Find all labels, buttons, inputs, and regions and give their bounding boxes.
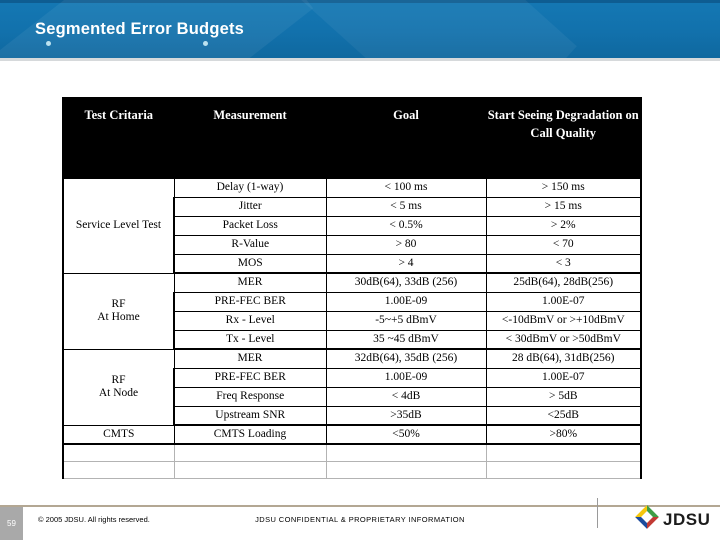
measurement-cell: Freq Response [173, 386, 327, 407]
degradation-cell: <25dB [485, 405, 642, 426]
page-title: Segmented Error Budgets [35, 20, 245, 38]
col-header-measurement: Measurement [173, 97, 327, 179]
goal-cell: 35 ~45 dBmV [325, 329, 487, 350]
goal-cell: -5~+5 dBmV [325, 310, 487, 331]
goal-cell: 1.00E-09 [325, 367, 487, 388]
measurement-cell: Tx - Level [173, 329, 327, 350]
goal-cell: > 4 [325, 253, 487, 274]
table-row: R-Value > 80 < 70 [63, 234, 642, 255]
header-top-strip [0, 0, 720, 3]
measurement-cell: CMTS Loading [173, 424, 327, 445]
measurement-cell: Delay (1-way) [173, 177, 327, 198]
measurement-cell: Rx - Level [173, 310, 327, 331]
decorative-dot [46, 41, 51, 46]
degradation-cell: >80% [485, 424, 642, 445]
degradation-cell: < 3 [485, 253, 642, 274]
jdsu-logo: JDSU [634, 504, 710, 535]
col-header-degradation: Start Seeing Degradation on Call Quality [485, 97, 642, 179]
header-watermark-shape [283, 0, 577, 58]
degradation-cell: < 70 [485, 234, 642, 255]
table-row: MOS > 4 < 3 [63, 253, 642, 274]
degradation-cell: <-10dBmV or >+10dBmV [485, 310, 642, 331]
goal-cell: 32dB(64), 35dB (256) [325, 348, 487, 369]
table-row: Freq Response < 4dB > 5dB [63, 386, 642, 407]
goal-cell: < 0.5% [325, 215, 487, 236]
jdsu-diamond-icon [634, 504, 660, 535]
empty-cell [173, 460, 327, 479]
degradation-cell: 28 dB(64), 31dB(256) [485, 348, 642, 369]
col-header-test-criteria: Test Critaria [62, 97, 175, 179]
header-divider-strip [0, 58, 720, 61]
degradation-cell: > 15 ms [485, 196, 642, 217]
criteria-service-level-test: Service Level Test [62, 177, 175, 274]
table-row: Upstream SNR >35dB <25dB [63, 405, 642, 426]
degradation-cell: 25dB(64), 28dB(256) [485, 272, 642, 293]
degradation-cell: < 30dBmV or >50dBmV [485, 329, 642, 350]
goal-cell: >35dB [325, 405, 487, 426]
empty-cell [485, 443, 642, 462]
empty-cell [325, 460, 487, 479]
empty-cell [173, 443, 327, 462]
empty-row [62, 443, 642, 462]
measurement-cell: R-Value [173, 234, 327, 255]
footer-divider-line [0, 505, 720, 507]
error-budget-table: Test Critaria Measurement Goal Start See… [62, 97, 642, 479]
jdsu-logo-text: JDSU [663, 509, 711, 529]
table-row: Jitter < 5 ms > 15 ms [63, 196, 642, 217]
degradation-cell: > 2% [485, 215, 642, 236]
page-number: 59 [7, 519, 16, 528]
measurement-cell: MOS [173, 253, 327, 274]
degradation-cell: > 150 ms [485, 177, 642, 198]
footer-vertical-divider [597, 498, 598, 528]
measurement-cell: MER [173, 348, 327, 369]
table-row: RF At Node MER 32dB(64), 35dB (256) 28 d… [62, 348, 642, 426]
empty-row [62, 460, 642, 479]
criteria-rf-at-node: RF At Node [62, 348, 175, 426]
measurement-cell: PRE-FEC BER [173, 367, 327, 388]
slide-header-bar [0, 0, 720, 58]
measurement-cell: MER [173, 272, 327, 293]
table-row: RF At Home MER 30dB(64), 33dB (256) 25dB… [62, 272, 642, 350]
degradation-cell: 1.00E-07 [485, 291, 642, 312]
goal-cell: < 5 ms [325, 196, 487, 217]
table-row: Service Level Test Delay (1-way) < 100 m… [62, 177, 642, 274]
table-header-row: Test Critaria Measurement Goal Start See… [62, 97, 642, 179]
criteria-rf-at-home: RF At Home [62, 272, 175, 350]
empty-cell [325, 443, 487, 462]
goal-cell: 1.00E-09 [325, 291, 487, 312]
measurement-cell: Jitter [173, 196, 327, 217]
measurement-cell: Packet Loss [173, 215, 327, 236]
table-row: Packet Loss < 0.5% > 2% [63, 215, 642, 236]
goal-cell: < 4dB [325, 386, 487, 407]
goal-cell: > 80 [325, 234, 487, 255]
table-row: PRE-FEC BER 1.00E-09 1.00E-07 [63, 367, 642, 388]
criteria-cmts: CMTS [62, 424, 175, 445]
degradation-cell: 1.00E-07 [485, 367, 642, 388]
confidentiality-notice: JDSU CONFIDENTIAL & PROPRIETARY INFORMAT… [255, 515, 465, 524]
degradation-cell: > 5dB [485, 386, 642, 407]
copyright-text: © 2005 JDSU. All rights reserved. [38, 515, 150, 524]
goal-cell: <50% [325, 424, 487, 445]
decorative-dot [203, 41, 208, 46]
goal-cell: 30dB(64), 33dB (256) [325, 272, 487, 293]
empty-cell [62, 443, 175, 462]
measurement-cell: Upstream SNR [173, 405, 327, 426]
col-header-goal: Goal [325, 97, 487, 179]
goal-cell: < 100 ms [325, 177, 487, 198]
table-row: Tx - Level 35 ~45 dBmV < 30dBmV or >50dB… [63, 329, 642, 350]
page-number-badge: 59 [0, 507, 23, 540]
table-row: CMTS CMTS Loading <50% >80% [62, 424, 642, 445]
measurement-cell: PRE-FEC BER [173, 291, 327, 312]
empty-cell [62, 460, 175, 479]
empty-cell [485, 460, 642, 479]
